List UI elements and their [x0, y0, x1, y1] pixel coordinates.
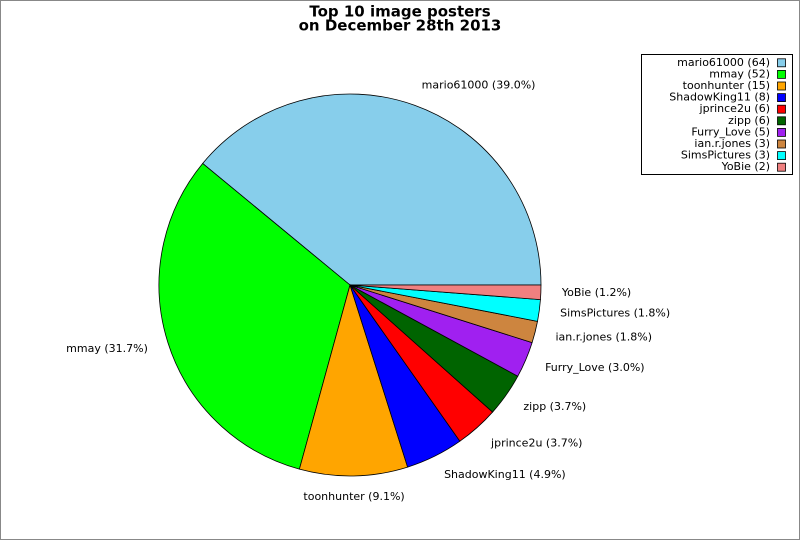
slice-label: YoBie (1.2%): [561, 286, 631, 299]
legend-label: Furry_Love (5): [691, 125, 770, 138]
pie-slice: [158, 162, 351, 470]
legend-label: SimsPictures (3): [681, 149, 770, 162]
slice-label: mmay (31.7%): [66, 342, 148, 355]
legend-swatch: [777, 151, 786, 161]
slice-label: ian.r.jones (1.8%): [555, 330, 652, 343]
pie-slice: [298, 283, 409, 477]
legend-swatch: [777, 58, 786, 68]
pie-slice: [202, 93, 542, 286]
slice-label: zipp (3.7%): [523, 400, 586, 413]
legend-swatch: [777, 104, 786, 114]
legend-box: [641, 54, 793, 175]
legend-swatch: [777, 70, 786, 79]
legend-swatch: [777, 139, 786, 149]
pie-slice: [349, 284, 542, 301]
legend-swatch: [777, 81, 786, 91]
legend-label: zipp (6): [728, 114, 770, 127]
legend-label: mario61000 (64): [677, 56, 770, 69]
chart-title: Top 10 image posters: [309, 3, 490, 21]
chart-subtitle: on December 28th 2013: [299, 17, 502, 35]
legend-label: toonhunter (15): [683, 79, 770, 92]
legend-label: jprince2u (6): [699, 102, 770, 115]
slice-label: mario61000 (39.0%): [422, 78, 536, 91]
legend-swatch: [777, 116, 786, 126]
slice-label: ShadowKing11 (4.9%): [444, 468, 566, 481]
slice-label: Furry_Love (3.0%): [545, 361, 645, 374]
legend-label: YoBie (2): [721, 160, 770, 173]
legend-swatch: [777, 162, 786, 172]
slice-label: jprince2u (3.7%): [490, 436, 582, 449]
legend-label: ShadowKing11 (8): [669, 91, 770, 104]
slice-label: SimsPictures (1.8%): [560, 306, 670, 319]
legend-swatch: [777, 127, 786, 137]
legend-label: ian.r.jones (3): [694, 137, 770, 150]
legend-label: mmay (52): [709, 67, 770, 80]
legend-swatch: [777, 93, 786, 102]
slice-label: toonhunter (9.1%): [303, 490, 404, 503]
